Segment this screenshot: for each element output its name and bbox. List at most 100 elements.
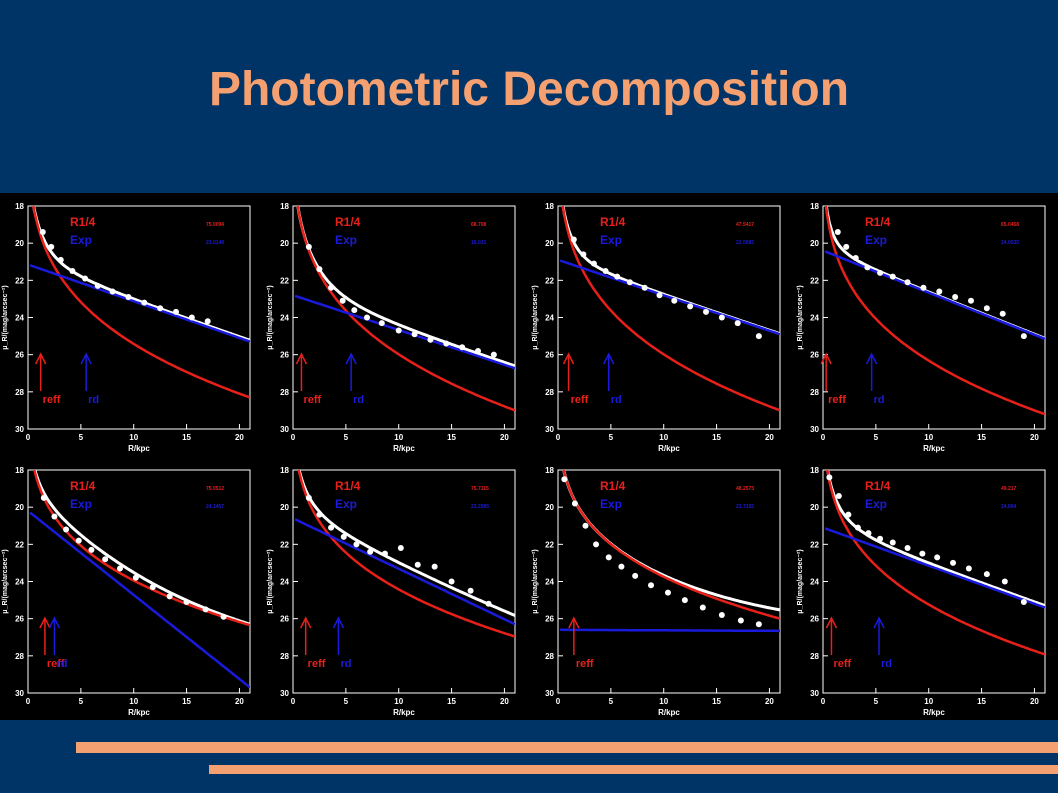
data-point	[845, 511, 852, 518]
data-point	[605, 554, 612, 561]
r-eff-arrow-head	[825, 616, 838, 629]
legend-bulge-label: R1/4	[865, 215, 891, 229]
x-tick-label: 10	[129, 697, 138, 706]
disk-fit-value: 23.0148	[206, 240, 224, 246]
bulge-fit-value: 75.7115	[471, 486, 489, 492]
data-point	[699, 604, 706, 611]
data-point	[952, 294, 959, 301]
data-point	[580, 251, 587, 258]
y-axis-label: μ_R/(mag/arcsec⁻²)	[532, 285, 539, 349]
plot-content	[29, 206, 250, 399]
disk-fit-value: 23.7155	[736, 504, 754, 510]
y-tick-label: 18	[545, 202, 554, 211]
data-point	[593, 541, 600, 548]
data-point	[664, 589, 671, 596]
r-d-label: rd	[611, 394, 622, 406]
data-point	[411, 331, 418, 338]
bulge-fit-value: 75.0512	[206, 486, 224, 492]
data-point	[183, 598, 190, 605]
bulge-fit-value: 48.2573	[736, 486, 754, 492]
data-point	[703, 308, 709, 315]
data-point	[755, 333, 762, 340]
y-tick-label: 26	[15, 351, 24, 360]
data-point	[166, 593, 173, 600]
x-tick-label: 20	[765, 433, 774, 442]
x-axis-label: R/kpc	[393, 708, 415, 717]
data-point	[999, 310, 1006, 317]
total-fit-line	[824, 206, 1045, 340]
x-tick-label: 15	[447, 433, 456, 442]
profile-panel-7: 18 20 22 24 26 28 300 5 10 15 20 R/kpc μ_R/(mag/arcs…	[532, 466, 781, 717]
x-tick-label: 0	[821, 433, 826, 442]
data-point	[965, 565, 972, 572]
data-point	[1020, 333, 1027, 340]
y-tick-label: 30	[15, 425, 24, 434]
data-point	[414, 561, 421, 568]
disk-fit-value: 16.031	[471, 240, 487, 246]
data-point	[467, 587, 474, 594]
x-tick-label: 0	[556, 433, 561, 442]
y-tick-label: 28	[280, 652, 289, 661]
y-tick-label: 26	[545, 351, 554, 360]
y-tick-label: 28	[15, 388, 24, 397]
x-tick-label: 10	[129, 433, 138, 442]
y-tick-label: 18	[15, 466, 24, 475]
plot-content	[294, 206, 515, 412]
data-point	[339, 297, 346, 304]
total-fit-line	[825, 470, 1045, 608]
legend-disk-label: Exp	[70, 497, 92, 511]
r-eff-arrow-head	[820, 352, 832, 365]
x-tick-label: 20	[500, 697, 509, 706]
y-tick-label: 28	[15, 652, 24, 661]
y-axis-label: μ_R/(mag/arcsec⁻²)	[2, 549, 9, 613]
data-point	[88, 546, 95, 553]
x-tick-label: 20	[765, 697, 774, 706]
data-point	[316, 511, 323, 518]
data-point	[1001, 578, 1008, 585]
legend-bulge-label: R1/4	[865, 479, 891, 493]
profile-panel-6: 18 20 22 24 26 28 300 5 10 15 20 R/kpc μ_R/(mag/arcs…	[267, 466, 516, 717]
legend-disk-label: Exp	[335, 497, 357, 511]
disk-exp-line	[824, 527, 1045, 609]
data-point	[590, 260, 597, 267]
disk-exp-line	[294, 518, 515, 626]
plot-content	[294, 470, 515, 638]
x-tick-label: 0	[26, 697, 31, 706]
data-point	[734, 320, 741, 327]
disk-exp-line	[29, 264, 250, 343]
decorative-bar-top	[76, 742, 1058, 753]
r-d-label: rd	[56, 658, 67, 670]
x-tick-label: 15	[977, 433, 986, 442]
r-d-label: rd	[353, 394, 364, 406]
x-tick-label: 10	[924, 697, 933, 706]
r-eff-label: reff	[828, 394, 846, 406]
data-point	[950, 559, 957, 566]
data-point	[378, 320, 385, 327]
data-point	[687, 303, 694, 310]
bulge-r14-line	[826, 470, 1045, 656]
r-eff-arrow-head	[35, 352, 47, 365]
bulge-r14-line	[33, 470, 250, 627]
legend-bulge-label: R1/4	[335, 479, 361, 493]
total-fit-line	[296, 206, 515, 368]
data-point	[149, 584, 156, 591]
y-tick-label: 26	[545, 615, 554, 624]
data-point	[94, 282, 101, 289]
y-tick-label: 22	[280, 540, 289, 549]
disk-fit-value: 24.0535	[1001, 240, 1019, 246]
data-point	[173, 308, 179, 315]
data-point	[602, 268, 609, 275]
data-point	[459, 344, 466, 351]
x-tick-label: 15	[712, 697, 721, 706]
data-point	[75, 537, 82, 544]
x-tick-label: 10	[394, 697, 403, 706]
x-tick-label: 5	[609, 433, 614, 442]
x-tick-label: 0	[291, 433, 296, 442]
x-axis-label: R/kpc	[128, 708, 150, 717]
data-point	[614, 273, 621, 280]
disk-fit-value: 22.0085	[736, 240, 754, 246]
legend-disk-label: Exp	[70, 233, 92, 247]
data-point	[919, 550, 926, 557]
y-tick-label: 28	[810, 652, 819, 661]
data-point	[864, 264, 871, 271]
